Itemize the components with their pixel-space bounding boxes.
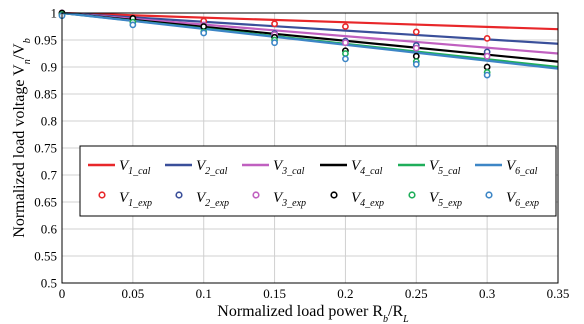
legend-marker-swatch: [175, 191, 183, 199]
series-6-exp-point: [271, 39, 278, 47]
y-tick-label: 0.85: [34, 87, 57, 102]
series-6-exp-point: [342, 55, 349, 63]
legend: V1_cal V2_cal V3_cal V4_cal V5_cal V6_cal V1_e…: [79, 145, 557, 217]
y-tick-labels: 0.5 0.55 0.6 0.65 0.7 0.75 0.8 0.85 0.9 0.95 1: [34, 6, 57, 291]
series-3-exp-point: [483, 52, 491, 60]
x-tick-labels: 0 0.05 0.1 0.15 0.2 0.25 0.3 0.35: [59, 286, 570, 301]
legend-label: V1_exp: [119, 190, 152, 209]
x-tick-label: 0: [59, 286, 66, 301]
legend-label: V2_cal: [196, 158, 228, 177]
legend-marker-swatch: [485, 191, 493, 199]
series-4-exp-point: [412, 52, 420, 60]
series-3-exp-point: [412, 44, 420, 52]
legend-marker-swatch: [98, 191, 106, 199]
series-line-6-cal: [61, 11, 559, 70]
series-line-3-cal: [61, 11, 559, 55]
legend-label: V2_exp: [196, 190, 229, 209]
plot-frame: [61, 12, 559, 284]
y-tick-label: 0.55: [34, 249, 57, 264]
series-1-exp-point: [412, 28, 420, 36]
y-tick-label: 1: [51, 6, 58, 21]
series-1-exp-point: [483, 34, 491, 42]
calculated-lines: [61, 11, 559, 70]
y-tick-label: 0.95: [34, 33, 57, 48]
series-6-exp-point: [483, 71, 491, 79]
legend-marker-swatch: [408, 191, 416, 199]
series-6-exp-point: [200, 29, 208, 37]
y-axis-label: Normalized load voltage Vn/Vb: [11, 38, 33, 237]
legend-label: V4_cal: [351, 158, 383, 177]
series-6-exp-point: [129, 21, 137, 29]
x-tick-label: 0.25: [405, 286, 428, 301]
legend-label: V3_cal: [273, 158, 305, 177]
series-1-exp-point: [342, 23, 349, 30]
series-line-1-cal: [61, 11, 559, 31]
series-3-exp-point: [342, 39, 349, 47]
series-4-exp-point: [483, 63, 491, 71]
legend-label: V5_cal: [429, 158, 461, 177]
legend-marker-swatch: [252, 191, 260, 199]
series-1-exp-point: [271, 20, 278, 28]
legend-label: V6_cal: [506, 158, 538, 177]
y-tick-label: 0.65: [34, 195, 57, 210]
y-tick-label: 0.6: [41, 222, 58, 237]
legend-label: V6_exp: [506, 190, 539, 209]
legend-label: V5_exp: [429, 190, 462, 209]
series-4-exp-point: [200, 23, 208, 30]
y-tick-label: 0.5: [41, 276, 57, 291]
y-tick-label: 0.7: [41, 168, 58, 183]
series-6-exp-point: [412, 60, 420, 68]
y-tick-label: 0.75: [34, 141, 57, 156]
series-line-2-cal: [61, 11, 559, 45]
x-tick-label: 0.2: [337, 286, 353, 301]
series-5-exp-point: [342, 50, 349, 57]
legend-label: V3_exp: [273, 190, 306, 209]
y-tick-label: 0.8: [41, 114, 57, 129]
x-tick-label: 0.15: [263, 286, 286, 301]
experimental-markers: [58, 9, 491, 79]
y-tick-label: 0.9: [41, 60, 57, 75]
legend-label: V1_cal: [119, 158, 151, 177]
x-tick-label: 0.1: [196, 286, 212, 301]
x-tick-label: 0.3: [479, 286, 495, 301]
legend-label: V4_exp: [351, 190, 384, 209]
x-tick-label: 0.05: [121, 286, 144, 301]
legend-marker-swatch: [330, 191, 338, 199]
x-axis-label: Normalized load power Rb/RL: [217, 303, 409, 324]
legend-box: [79, 145, 557, 217]
x-tick-label: 0.35: [547, 286, 570, 301]
